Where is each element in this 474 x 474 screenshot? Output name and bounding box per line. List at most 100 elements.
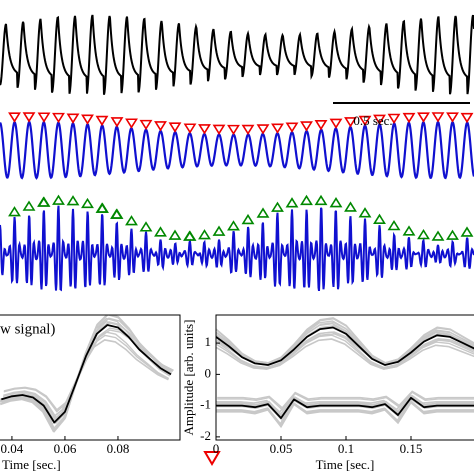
trial-trace (216, 401, 474, 428)
peak-marker (154, 121, 167, 132)
x-tick-label: 0.04 (1, 441, 24, 456)
mean-trace (1, 324, 172, 424)
x-tick-label: 0.1 (338, 441, 354, 456)
peak-marker (183, 123, 197, 134)
y-tick-label: -2 (200, 428, 211, 443)
peak-marker (314, 120, 328, 131)
band-trace (0, 205, 474, 292)
trial-trace (216, 317, 474, 364)
peak-marker (271, 123, 284, 134)
x-axis-label: Time [sec.] (316, 457, 375, 472)
peak-marker (271, 201, 284, 212)
peak-marker (373, 213, 386, 224)
peak-marker (431, 112, 445, 123)
peak-marker (125, 215, 138, 226)
peak-marker (52, 194, 65, 205)
peak-marker (256, 124, 270, 135)
mean-trace (216, 326, 474, 366)
peak-marker (446, 112, 459, 123)
peak-marker (402, 225, 416, 236)
peak-marker (110, 208, 124, 219)
peak-marker (285, 197, 299, 208)
x-tick-label: 0.06 (54, 441, 77, 456)
trial-trace (216, 331, 474, 369)
peak-marker (314, 194, 328, 206)
peak-marker (460, 226, 474, 237)
mean-trace (216, 396, 474, 419)
trial-trace (0, 320, 171, 431)
x-tick-label: 0 (213, 441, 220, 456)
trial-trace (216, 395, 474, 418)
peak-marker (387, 113, 401, 125)
axes-box (0, 314, 181, 441)
peak-marker (212, 225, 226, 236)
peak-marker (460, 112, 474, 124)
peak-marker (329, 197, 343, 208)
peak-marker (446, 229, 459, 240)
peak-marker (154, 226, 167, 237)
peak-marker (358, 207, 372, 218)
peak-marker (139, 221, 153, 232)
peak-marker-icon (203, 451, 221, 466)
peak-marker (8, 206, 21, 217)
peak-marker (37, 196, 51, 207)
peak-marker (431, 230, 445, 241)
peak-marker (37, 112, 51, 123)
peak-marker (139, 119, 153, 131)
peak-marker (22, 200, 36, 211)
peak-marker (110, 117, 124, 128)
x-tick-label: 0.15 (400, 441, 423, 456)
panel (0, 315, 174, 433)
trial-trace (216, 334, 474, 369)
peak-marker (300, 194, 313, 206)
peak-marker (227, 220, 240, 231)
peak-marker (329, 118, 343, 129)
peak-marker (183, 230, 197, 241)
peak-marker (198, 229, 211, 240)
peak-marker (198, 124, 211, 135)
scale-bar-label: 0.5 sec. (353, 113, 392, 128)
panel-title: w signal) (0, 321, 55, 337)
peak-marker (95, 115, 109, 127)
peak-marker (66, 195, 80, 206)
x-axis-label: Time [sec.] (2, 457, 61, 472)
signal-traces (0, 14, 474, 292)
peak-marker (66, 113, 80, 124)
filtered-trace (0, 120, 474, 180)
peak-marker (256, 207, 270, 218)
raw-trace (0, 14, 474, 95)
trial-trace (0, 331, 170, 426)
peak-marker (285, 122, 299, 133)
peak-marker (22, 112, 36, 123)
peak-marker (358, 115, 372, 127)
peak-marker (81, 114, 94, 125)
peak-marker (52, 112, 65, 124)
panel (216, 317, 474, 429)
peak-marker (402, 112, 416, 124)
trial-trace (217, 391, 474, 411)
trial-trace (216, 338, 474, 370)
peak-marker (241, 124, 255, 136)
trial-trace (1, 315, 172, 432)
x-tick-label: 0.08 (107, 441, 130, 456)
x-tick-label: 0.05 (270, 441, 293, 456)
peak-marker (8, 112, 21, 123)
peak-marker (96, 202, 109, 213)
trial-trace (217, 390, 474, 409)
y-axis-label: Amplitude [arb. units] (181, 320, 196, 436)
peak-marker (417, 228, 430, 240)
peak-marker (387, 219, 401, 231)
peak-marker (125, 118, 138, 129)
y-tick-label: 1 (205, 334, 212, 349)
trial-trace (216, 394, 474, 413)
peak-marker (227, 124, 240, 136)
peak-marker (300, 121, 313, 132)
peak-marker (344, 201, 357, 212)
y-tick-label: -1 (200, 397, 211, 412)
peak-marker (417, 112, 430, 123)
peak-marker (241, 213, 255, 225)
peak-marker (81, 197, 94, 209)
trial-trace (216, 325, 474, 365)
trial-trace (216, 400, 474, 425)
